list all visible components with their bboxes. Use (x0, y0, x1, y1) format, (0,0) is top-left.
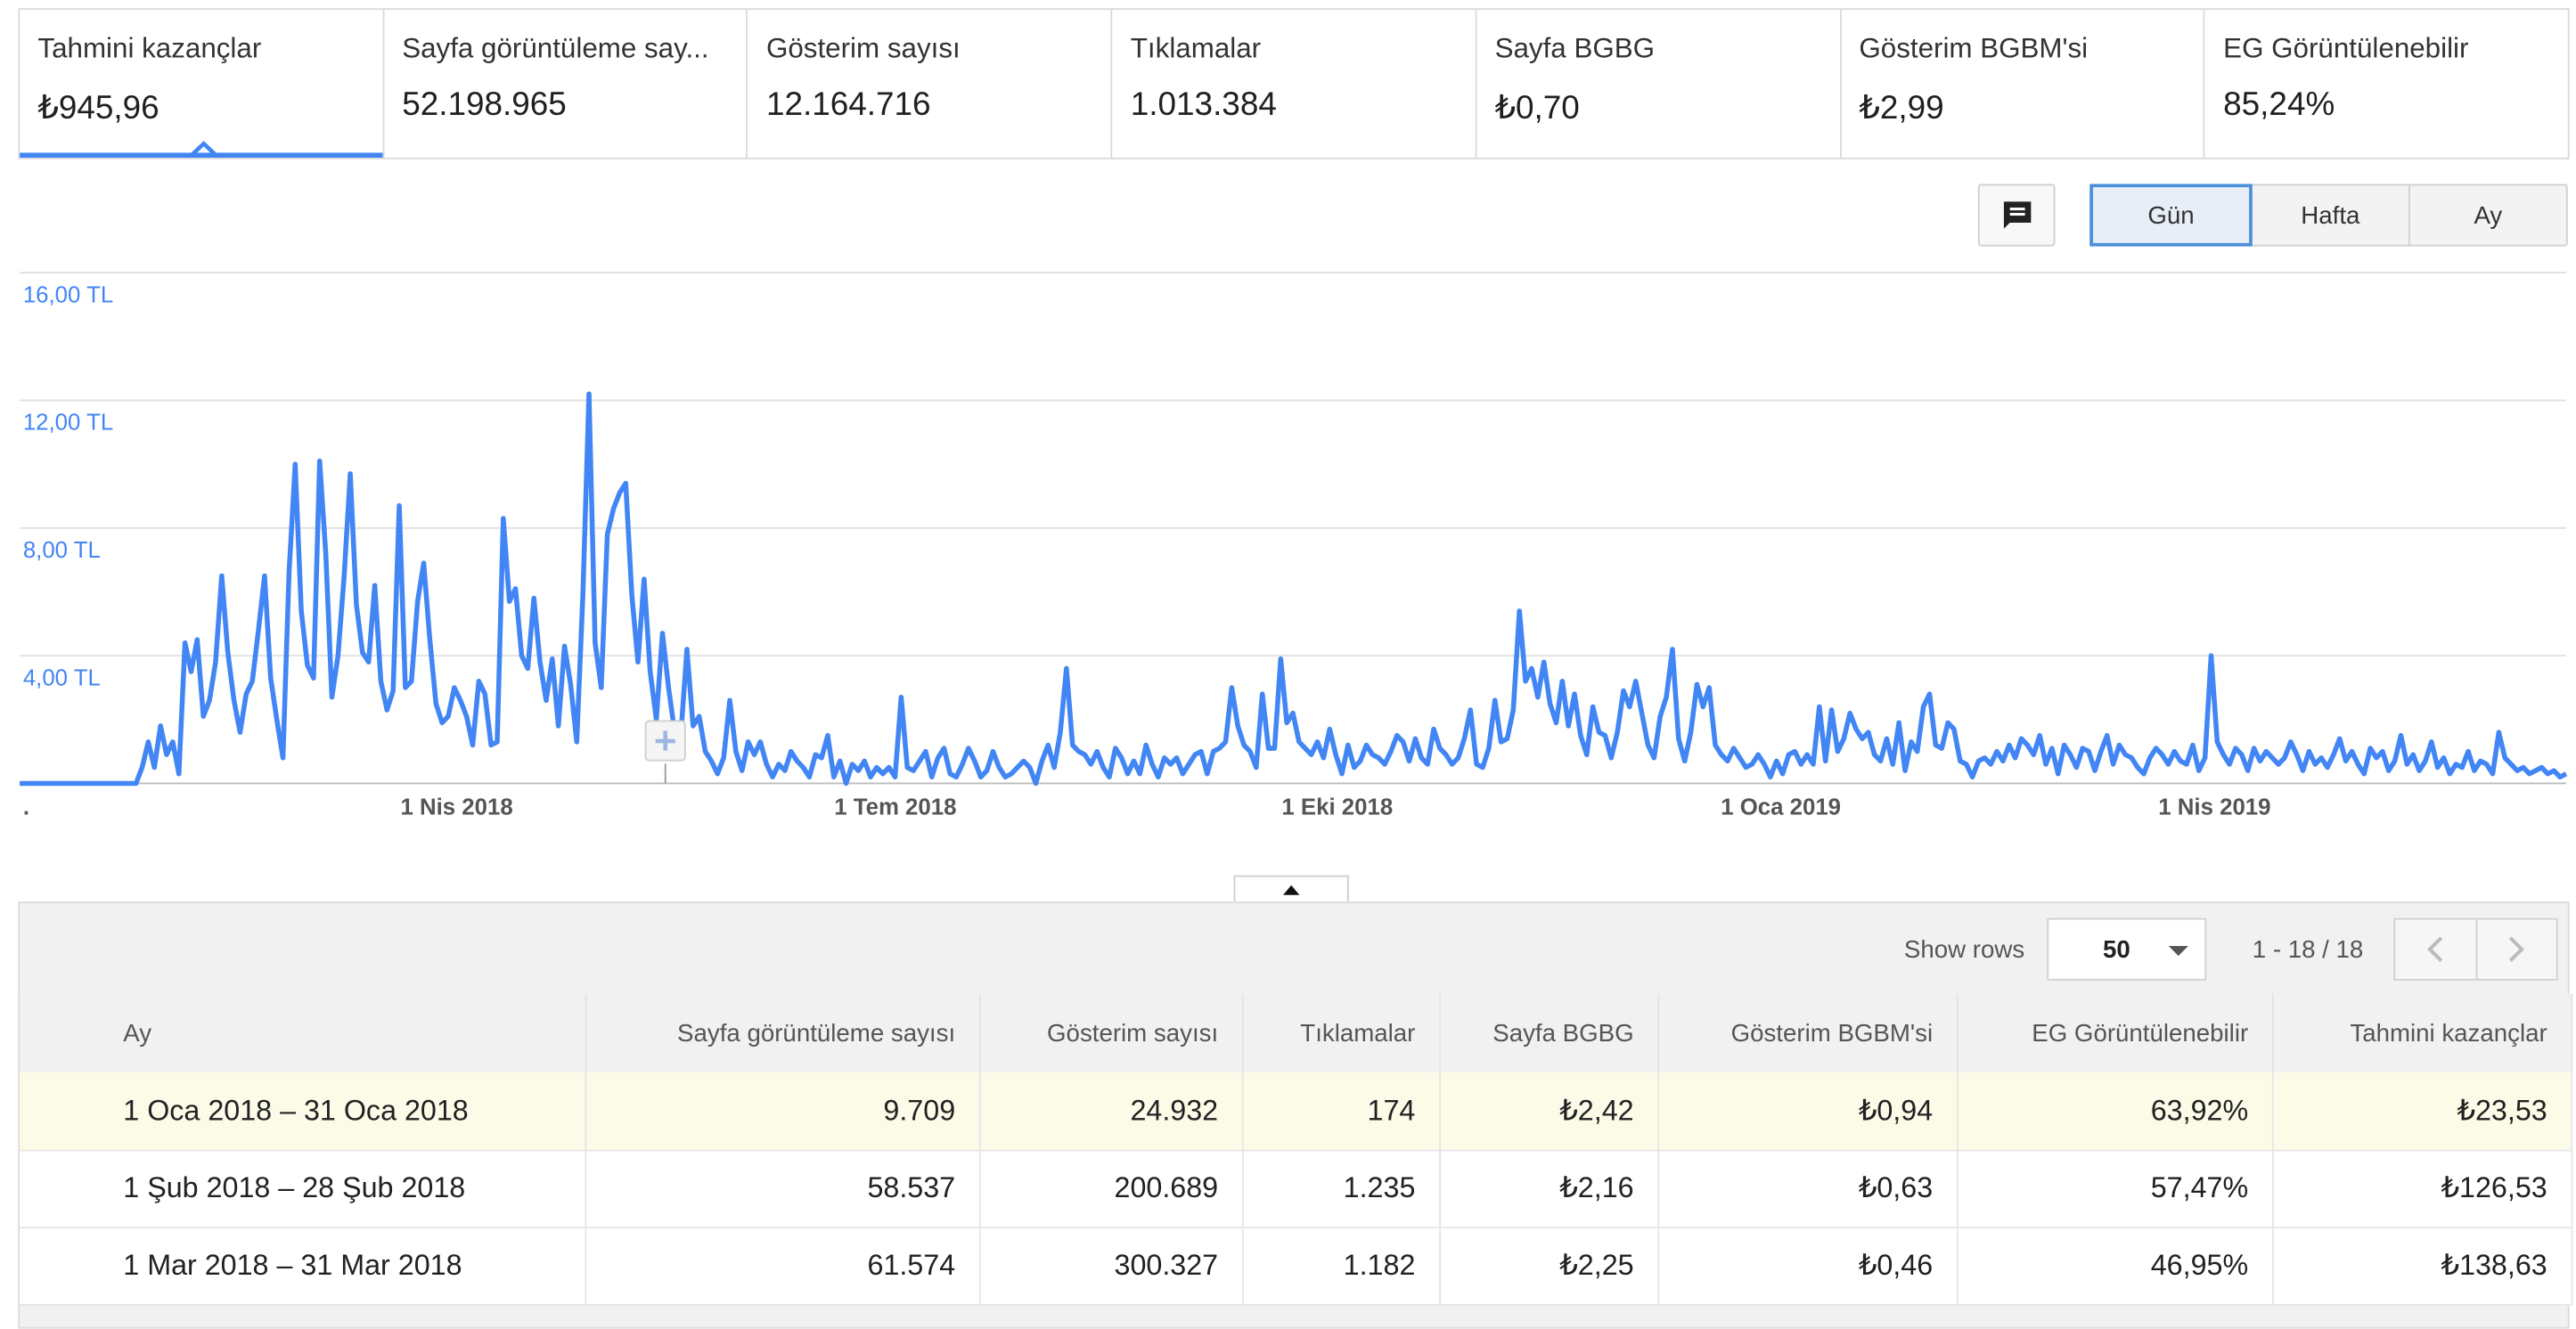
column-header-pageviews[interactable]: Sayfa görüntüleme sayısı (585, 993, 980, 1072)
table-cell: ₺0,46 (1657, 1227, 1958, 1305)
report-table: Show rows 50 1 - 18 / 18 (18, 901, 2572, 1329)
table-cell: 1 Şub 2018 – 28 Şub 2018 (20, 1149, 586, 1228)
column-header-impressions[interactable]: Gösterim sayısı (978, 993, 1243, 1072)
table-row[interactable]: 1 Mar 2018 – 31 Mar 2018 61.574 300.327 … (20, 1227, 2572, 1305)
table-cell: ₺0,63 (1657, 1149, 1958, 1228)
collapse-chart-toggle[interactable] (1233, 875, 1349, 904)
period-toggle: Gün Hafta Ay (2089, 183, 2568, 247)
table-cell: ₺138,63 (2271, 1227, 2572, 1305)
table-cell: 174 (1241, 1072, 1441, 1151)
table-controls: Show rows 50 1 - 18 / 18 (20, 903, 2568, 993)
metric-value: ₺945,96 (37, 90, 159, 126)
annotation-button[interactable] (1977, 183, 2056, 247)
table-cell: 1 Oca 2018 – 31 Oca 2018 (20, 1072, 586, 1151)
column-header-month[interactable]: Ay (20, 993, 586, 1072)
metric-value: ₺0,70 (1494, 90, 1580, 126)
metric-tab-active-view[interactable]: EG Görüntülenebilir 85,24% (2205, 10, 2568, 158)
x-tick-label: . (23, 795, 29, 820)
table-cell: 61.574 (585, 1227, 980, 1305)
metric-tab-earnings[interactable]: Tahmini kazançlar ₺945,96 (20, 10, 384, 158)
metric-value: 1.013.384 (1130, 86, 1277, 124)
metric-label: Gösterim BGBM'si (1859, 32, 2089, 64)
table-row[interactable]: 1 Oca 2018 – 31 Oca 2018 9.709 24.932 17… (20, 1072, 2572, 1151)
metric-value: 52.198.965 (402, 86, 567, 124)
x-tick-label: 1 Tem 2018 (834, 795, 956, 820)
table-cell: 1.235 (1241, 1149, 1441, 1228)
table-cell: 1.182 (1241, 1227, 1441, 1305)
table-cell: 63,92% (1956, 1072, 2273, 1151)
metric-label: Tıklamalar (1130, 32, 1262, 64)
y-tick-label: 16,00 TL (23, 282, 113, 307)
metric-label: Gösterim sayısı (765, 32, 961, 64)
column-header-clicks[interactable]: Tıklamalar (1241, 993, 1441, 1072)
table-cell: 57,47% (1956, 1149, 2273, 1228)
period-day-button[interactable]: Gün (2089, 183, 2253, 247)
table-cell: 46,95% (1956, 1227, 2273, 1305)
selected-notch-icon (190, 141, 217, 158)
period-month-button[interactable]: Ay (2474, 200, 2503, 230)
table-header-row: Ay Sayfa görüntüleme sayısı Gösterim say… (20, 993, 2572, 1072)
column-header-active-view[interactable]: EG Görüntülenebilir (1956, 993, 2273, 1072)
x-tick-label: 1 Eki 2018 (1281, 795, 1393, 820)
chevron-right-icon (2508, 936, 2524, 963)
chevron-left-icon (2427, 936, 2443, 963)
table-cell: ₺2,16 (1439, 1149, 1659, 1228)
rows-per-page-value: 50 (2103, 935, 2130, 964)
y-tick-label: 4,00 TL (23, 665, 101, 690)
earnings-series-line (20, 391, 2568, 787)
pagination (2393, 917, 2558, 981)
data-table: Ay Sayfa görüntüleme sayısı Gösterim say… (20, 993, 2572, 1305)
metric-tab-clicks[interactable]: Tıklamalar 1.013.384 (1113, 10, 1477, 158)
x-tick-label: 1 Nis 2018 (400, 795, 512, 820)
column-header-impression-rpm[interactable]: Gösterim BGBM'si (1657, 993, 1958, 1072)
metric-value: ₺2,99 (1859, 90, 1944, 126)
table-row[interactable]: 1 Şub 2018 – 28 Şub 2018 58.537 200.689 … (20, 1149, 2572, 1228)
earnings-line-chart: 16,00 TL 12,00 TL 8,00 TL 4,00 TL. 1 Nis 201… (20, 272, 2568, 820)
table-cell: ₺126,53 (2271, 1149, 2572, 1228)
metric-tab-impressions[interactable]: Gösterim sayısı 12.164.716 (748, 10, 1113, 158)
period-week-button[interactable]: Hafta (2253, 185, 2410, 245)
metric-tab-pageviews[interactable]: Sayfa görüntüleme say... 52.198.965 (384, 10, 748, 158)
column-header-page-rpm[interactable]: Sayfa BGBG (1439, 993, 1659, 1072)
table-cell: 1 Mar 2018 – 31 Mar 2018 (20, 1227, 586, 1305)
metric-tab-impression-rpm[interactable]: Gösterim BGBM'si ₺2,99 (1841, 10, 2205, 158)
column-header-earnings[interactable]: Tahmini kazançlar (2271, 993, 2572, 1072)
metric-value: 85,24% (2223, 86, 2335, 124)
metric-label: Sayfa görüntüleme say... (402, 32, 709, 64)
table-cell: ₺23,53 (2271, 1072, 2572, 1151)
table-cell: ₺2,42 (1439, 1072, 1659, 1151)
show-rows-label: Show rows (1903, 935, 2025, 965)
metric-label: EG Görüntülenebilir (2223, 32, 2469, 64)
chevron-down-icon (2168, 946, 2188, 957)
rows-per-page-select[interactable]: 50 (2047, 917, 2207, 981)
y-tick-label: 12,00 TL (23, 411, 113, 436)
table-cell: ₺0,94 (1657, 1072, 1958, 1151)
page-range: 1 - 18 / 18 (2252, 935, 2364, 965)
table-cell: 200.689 (978, 1149, 1243, 1228)
table-cell: 24.932 (978, 1072, 1243, 1151)
add-annotation-icon[interactable] (644, 720, 686, 762)
metric-tab-page-rpm[interactable]: Sayfa BGBG ₺0,70 (1476, 10, 1842, 158)
next-page-button[interactable] (2476, 920, 2556, 979)
prev-page-button[interactable] (2395, 919, 2477, 979)
metric-tabs: Tahmini kazançlar ₺945,96 Sayfa görüntül… (18, 8, 2570, 159)
y-tick-label: 8,00 TL (23, 538, 101, 563)
x-tick-label: 1 Nis 2019 (2158, 795, 2270, 820)
x-tick-label: 1 Oca 2019 (1721, 795, 1841, 820)
metric-label: Tahmini kazançlar (37, 32, 262, 64)
metric-label: Sayfa BGBG (1494, 32, 1656, 64)
table-cell: 300.327 (978, 1227, 1243, 1305)
table-cell: 58.537 (585, 1149, 980, 1228)
comment-icon (2002, 201, 2031, 229)
caret-up-icon (1282, 885, 1300, 895)
table-cell: 9.709 (585, 1072, 980, 1151)
metric-value: 12.164.716 (765, 86, 931, 124)
table-cell: ₺2,25 (1439, 1227, 1659, 1305)
